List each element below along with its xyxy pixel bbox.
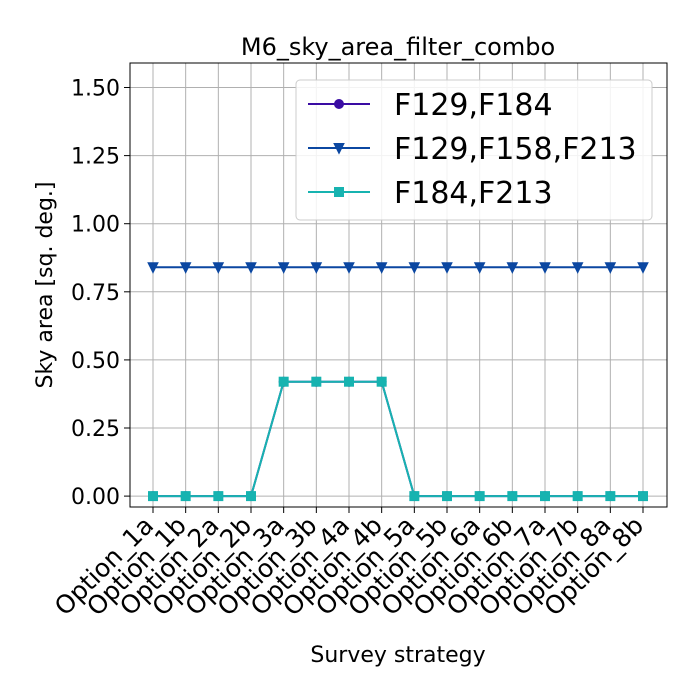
x-axis: Option_1aOption_1bOption_2aOption_2bOpti… bbox=[49, 507, 649, 622]
grid bbox=[130, 63, 667, 507]
legend-marker bbox=[334, 187, 344, 197]
y-tick-label: 1.25 bbox=[71, 145, 120, 170]
data-point bbox=[507, 491, 518, 502]
y-axis: 0.00 0.25 0.50 0.75 1.00 1.25 1.50 bbox=[71, 77, 130, 510]
legend-marker bbox=[334, 99, 344, 109]
data-point bbox=[637, 262, 649, 274]
data-point bbox=[180, 491, 191, 502]
data-point bbox=[310, 262, 323, 274]
y-axis-title: Sky area [sq. deg.] bbox=[33, 181, 58, 388]
legend-box bbox=[295, 79, 653, 221]
data-point bbox=[278, 376, 289, 387]
y-tick-label: 0.50 bbox=[71, 349, 120, 374]
data-point bbox=[179, 262, 192, 274]
legend-entry: F129,F184 bbox=[308, 88, 553, 123]
plot-frame bbox=[129, 62, 668, 508]
legend-label: F129,F158,F213 bbox=[394, 132, 637, 167]
data-point bbox=[409, 491, 420, 502]
y-tick-label: 0.25 bbox=[71, 417, 120, 442]
series-2 bbox=[148, 376, 648, 502]
data-point bbox=[540, 491, 550, 502]
legend-entry: F129,F158,F213 bbox=[308, 132, 637, 167]
legend-label: F184,F213 bbox=[394, 176, 553, 211]
data-point bbox=[376, 376, 387, 387]
data-point bbox=[246, 491, 256, 502]
chart-title: M6_sky_area_filter_combo bbox=[241, 33, 555, 61]
data-point bbox=[571, 262, 584, 274]
data-point bbox=[442, 491, 452, 502]
series-1 bbox=[147, 262, 649, 274]
y-tick-label: 0.00 bbox=[71, 485, 120, 510]
legend-entry: F184,F213 bbox=[308, 176, 553, 211]
data-point bbox=[408, 262, 421, 274]
data-point bbox=[212, 262, 225, 274]
x-axis-title: Survey strategy bbox=[310, 643, 485, 668]
data-point bbox=[539, 262, 551, 274]
data-point bbox=[245, 262, 257, 274]
data-point bbox=[506, 262, 519, 274]
data-point bbox=[213, 491, 224, 502]
data-point bbox=[147, 262, 159, 274]
data-point bbox=[441, 262, 453, 274]
data-point bbox=[148, 491, 158, 502]
legend-label: F129,F184 bbox=[394, 88, 553, 123]
data-point bbox=[375, 262, 388, 274]
legend: F129,F184 F129,F158,F213 F184,F213 bbox=[295, 79, 653, 221]
data-point bbox=[344, 376, 354, 387]
y-tick-label: 1.50 bbox=[71, 77, 120, 102]
legend-marker bbox=[333, 143, 345, 155]
data-point bbox=[604, 262, 617, 274]
data-point bbox=[638, 491, 648, 502]
y-tick-label: 1.00 bbox=[71, 213, 120, 238]
series-layer bbox=[147, 262, 649, 502]
series-line bbox=[153, 380, 643, 498]
data-point bbox=[311, 376, 322, 387]
data-point bbox=[277, 262, 290, 274]
data-point bbox=[473, 262, 486, 274]
data-point bbox=[343, 262, 355, 274]
data-point bbox=[474, 491, 485, 502]
y-tick-label: 0.75 bbox=[71, 281, 120, 306]
data-point bbox=[572, 491, 583, 502]
data-point bbox=[605, 491, 616, 502]
